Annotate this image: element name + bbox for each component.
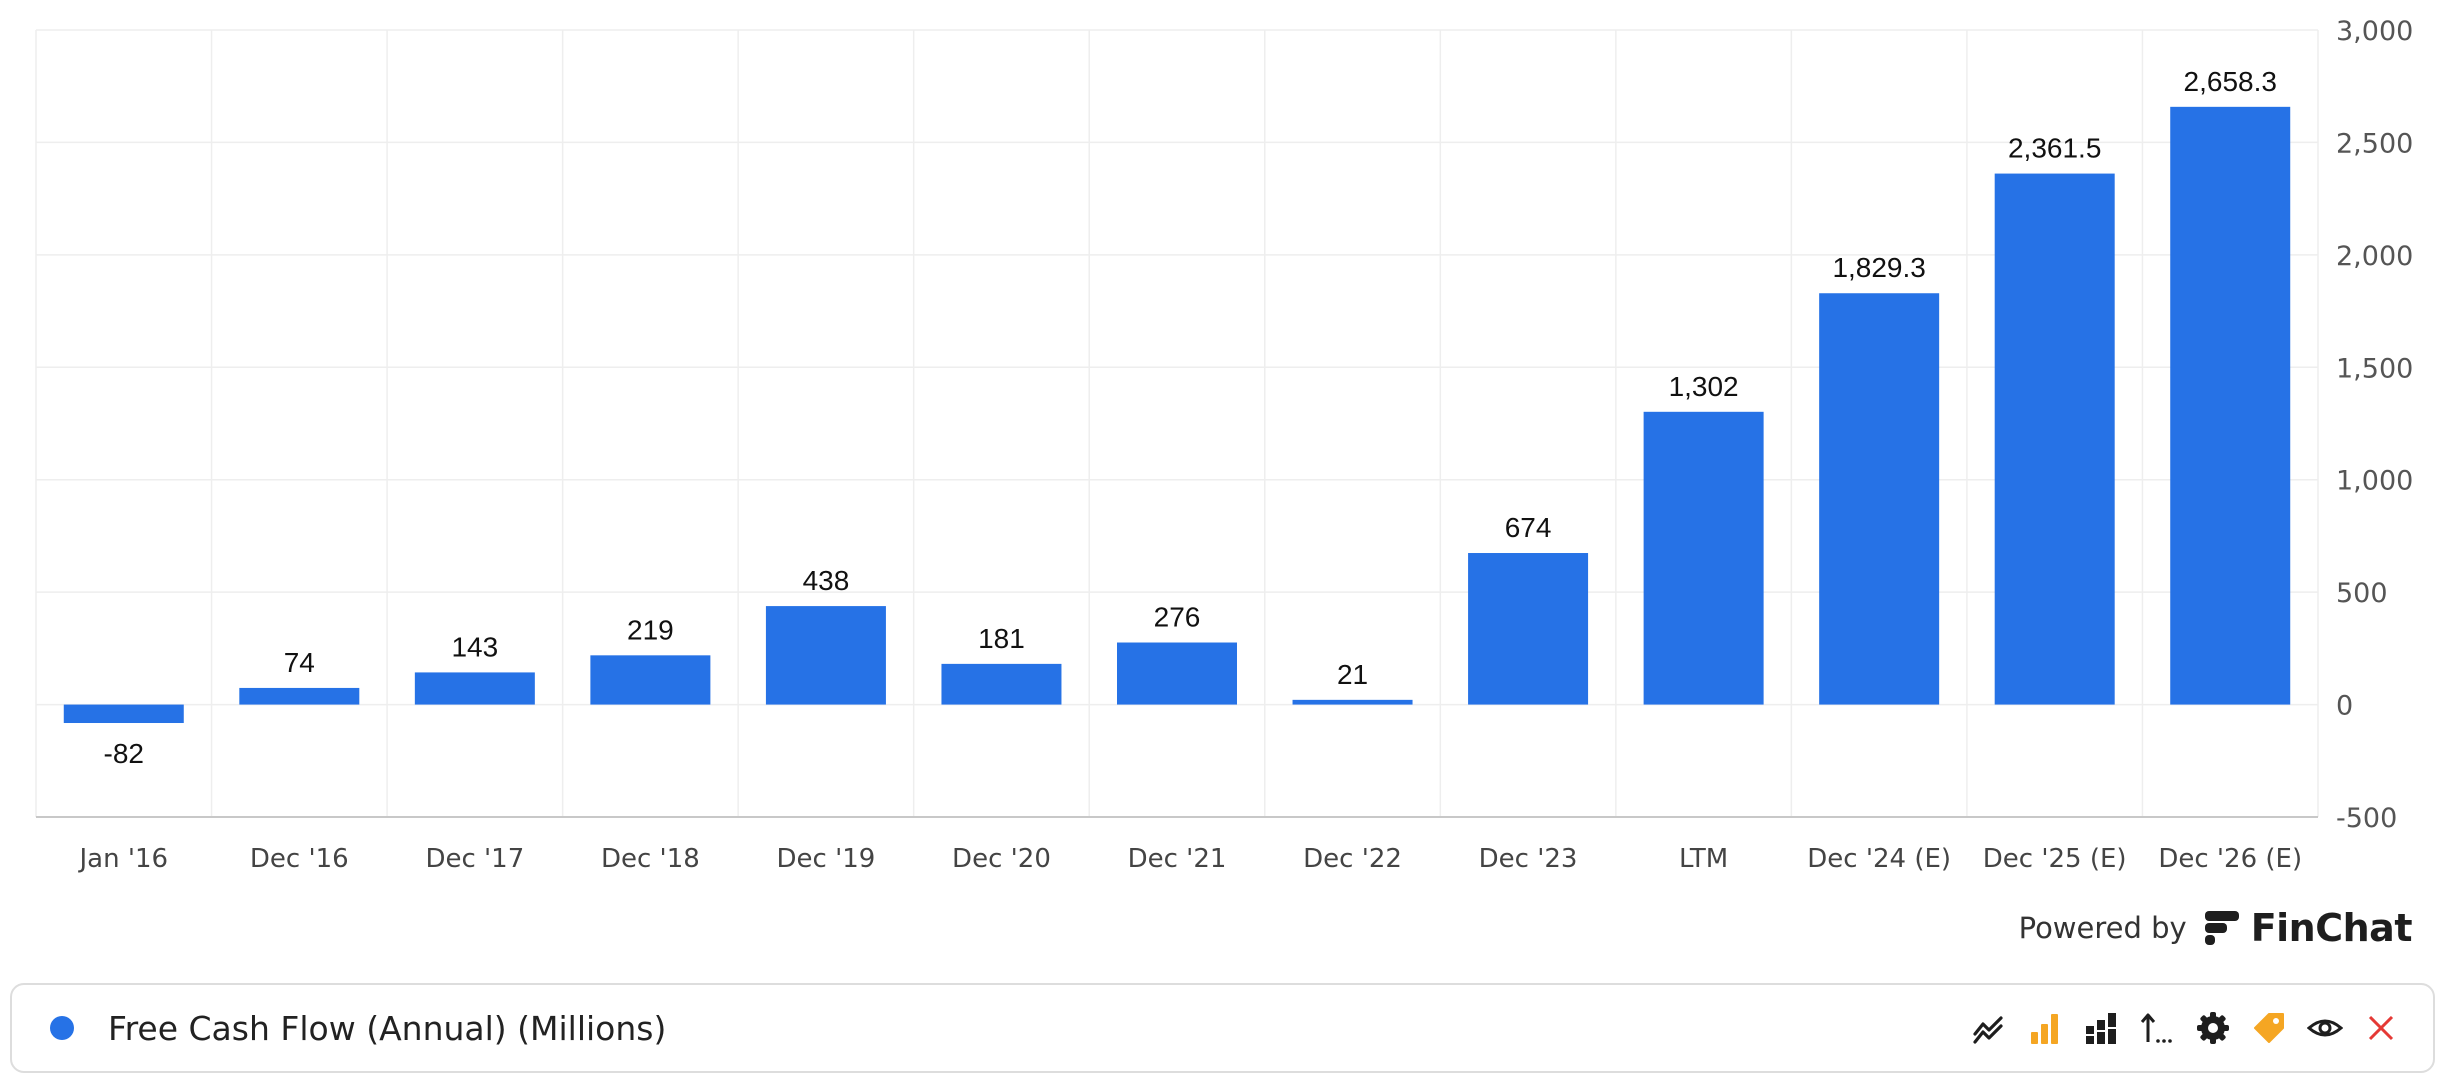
bar	[941, 663, 1062, 705]
y-tick-label: 2,500	[2336, 128, 2413, 159]
series-legend-label: Free Cash Flow (Annual) (Millions)	[108, 1008, 667, 1048]
powered-by-text: Powered by	[2018, 911, 2187, 945]
bar	[63, 704, 184, 724]
x-tick-label: LTM	[1679, 844, 1728, 874]
eye-icon[interactable]	[2307, 1010, 2343, 1046]
bar-value-label: -82	[104, 738, 144, 769]
sort-icon[interactable]	[2139, 1010, 2175, 1046]
series-color-dot[interactable]	[50, 1016, 74, 1040]
bar-value-label: 276	[1154, 602, 1201, 633]
y-tick-label: 2,000	[2336, 241, 2413, 272]
bar-value-label: 219	[627, 614, 674, 645]
finchat-brand[interactable]: FinChat	[2203, 906, 2413, 950]
series-toolbar	[1971, 1010, 2399, 1046]
x-tick-label: Dec '26 (E)	[2158, 844, 2302, 874]
x-tick-label: Dec '21	[1128, 844, 1227, 874]
bar-value-label: 674	[1505, 512, 1552, 543]
bar-value-label: 2,658.3	[2184, 66, 2277, 97]
bar-value-label: 181	[978, 623, 1025, 654]
bar-value-label: 1,829.3	[1832, 252, 1925, 283]
gear-icon[interactable]	[2195, 1010, 2231, 1046]
x-tick-label: Dec '17	[425, 844, 524, 874]
bar	[1117, 642, 1237, 705]
x-tick-label: Dec '20	[952, 844, 1051, 874]
close-icon[interactable]	[2363, 1010, 2399, 1046]
bar	[1292, 699, 1413, 705]
bar-chart-icon[interactable]	[2027, 1010, 2063, 1046]
bar-value-label: 21	[1337, 659, 1368, 690]
bar-value-label: 143	[451, 631, 498, 662]
x-tick-label: Dec '22	[1303, 844, 1402, 874]
bar	[1468, 553, 1589, 705]
powered-by: Powered by FinChat	[2018, 906, 2413, 950]
y-tick-label: 1,000	[2336, 466, 2413, 497]
y-tick-label: -500	[2336, 803, 2397, 834]
bar-value-label: 1,302	[1669, 371, 1739, 402]
series-legend-bar: Free Cash Flow (Annual) (Millions)	[10, 983, 2435, 1073]
x-tick-label: Dec '18	[601, 844, 700, 874]
bar	[1643, 411, 1764, 705]
bar	[590, 655, 711, 705]
y-tick-label: 0	[2336, 691, 2353, 722]
x-tick-label: Dec '24 (E)	[1807, 844, 1951, 874]
bar	[414, 672, 535, 705]
finchat-brand-name: FinChat	[2250, 906, 2413, 950]
bar	[2170, 106, 2291, 705]
tag-icon[interactable]	[2251, 1010, 2287, 1046]
x-tick-label: Dec '23	[1479, 844, 1578, 874]
line-chart-icon[interactable]	[1971, 1010, 2007, 1046]
bar-value-label: 2,361.5	[2008, 133, 2101, 164]
free-cash-flow-bar-chart: -500 0 500 1,000 1,500 2,000 2,500 3,000 -82 Jan …	[35, 16, 2413, 874]
y-tick-label: 500	[2336, 578, 2388, 609]
bar	[765, 606, 886, 705]
x-tick-label: Dec '16	[250, 844, 349, 874]
bar	[1994, 173, 2115, 705]
bar-value-label: 74	[284, 647, 315, 678]
y-tick-label: 3,000	[2336, 16, 2413, 47]
y-tick-label: 1,500	[2336, 353, 2413, 384]
bar	[239, 687, 360, 705]
x-tick-label: Jan '16	[77, 844, 168, 874]
bar-value-label: 438	[803, 565, 850, 596]
stacked-bar-icon[interactable]	[2083, 1010, 2119, 1046]
finchat-logo-icon	[2204, 911, 2239, 945]
bar	[1819, 293, 1940, 705]
x-tick-label: Dec '19	[777, 844, 876, 874]
x-tick-label: Dec '25 (E)	[1983, 844, 2127, 874]
